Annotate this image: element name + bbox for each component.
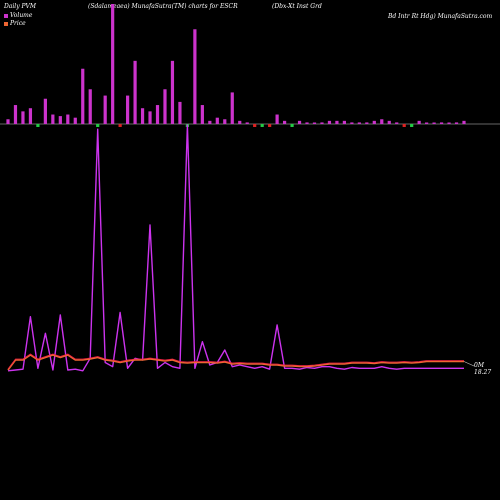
header-title-2: (Sdalameaea) MunafaSutra(TM) charts for …	[88, 3, 238, 10]
volume-bar	[425, 122, 429, 124]
volume-bar	[140, 108, 145, 124]
volume-bar	[417, 120, 421, 124]
legend-price: Price	[4, 20, 26, 27]
volume-bar	[260, 124, 264, 127]
end-marker-line	[463, 361, 475, 367]
volume-bar	[81, 68, 85, 124]
volume-bar	[73, 117, 77, 124]
price-line-secondary	[7, 353, 464, 370]
volume-bar	[96, 124, 100, 127]
price-line	[7, 354, 464, 371]
volume-bar	[312, 122, 317, 124]
legend-volume-label: Volume	[10, 12, 33, 19]
volume-bar	[6, 119, 10, 124]
volume-bar	[410, 124, 414, 127]
volume-bar	[387, 120, 391, 124]
volume-bar	[58, 116, 62, 124]
volume-bar	[268, 124, 272, 127]
volume-bar	[447, 122, 451, 124]
volume-bar	[372, 120, 376, 124]
volume-bar	[36, 124, 40, 127]
volume-bar	[432, 122, 436, 124]
header-title-3: (Dbx-Xt Inst Grd	[272, 3, 322, 10]
header-title-4: Bd Intr Rt Hdg) MunafaSutra.com	[388, 13, 493, 20]
volume-bar	[21, 111, 25, 124]
volume-bar	[253, 124, 257, 127]
pvm-line	[7, 124, 464, 372]
volume-bar	[350, 122, 354, 124]
volume-bar	[223, 119, 227, 124]
end-label-price: 18.27	[474, 369, 492, 376]
legend-volume: Volume	[4, 12, 32, 19]
volume-bar	[238, 120, 242, 124]
volume-bar	[51, 114, 55, 124]
volume-bar	[282, 120, 287, 124]
end-label-volume: 0M	[474, 362, 484, 369]
volume-bar	[230, 92, 234, 124]
volume-bar	[28, 108, 33, 124]
volume-bar	[290, 124, 294, 127]
volume-bar	[305, 122, 309, 124]
volume-bar	[297, 120, 302, 124]
volume-bar	[439, 122, 444, 124]
volume-bar	[118, 124, 122, 127]
volume-bar	[380, 119, 384, 124]
volume-bar	[365, 122, 369, 124]
volume-bar	[454, 122, 459, 124]
volume-bar	[342, 120, 346, 124]
volume-bar	[103, 95, 107, 124]
header-title-1: Daily PVM	[4, 3, 37, 10]
volume-bar	[245, 122, 249, 124]
volume-bar	[111, 4, 115, 124]
volume-bar	[148, 111, 152, 124]
volume-bar	[126, 95, 130, 124]
volume-bar	[193, 29, 197, 125]
volume-bar	[335, 120, 339, 124]
volume-bar	[462, 120, 466, 124]
volume-bar	[163, 89, 167, 124]
volume-bar	[88, 89, 92, 124]
volume-bar	[395, 122, 399, 124]
volume-bar	[402, 124, 406, 127]
volume-bar	[215, 117, 219, 124]
volume-bar	[208, 120, 212, 124]
volume-bar	[43, 98, 47, 124]
volume-bar	[357, 122, 361, 124]
volume-bar	[170, 60, 175, 124]
legend-price-swatch	[4, 21, 8, 26]
volume-bar	[13, 105, 18, 124]
volume-bar	[275, 114, 279, 124]
volume-bar	[133, 60, 137, 124]
volume-bar	[66, 114, 70, 124]
volume-bar	[178, 101, 182, 124]
legend-volume-swatch	[4, 13, 8, 18]
price-lines	[7, 124, 475, 372]
volume-bar	[155, 105, 160, 124]
legend-price-label: Price	[10, 20, 26, 27]
volume-bar	[320, 122, 324, 124]
volume-bar	[327, 120, 332, 124]
volume-bars	[6, 4, 466, 127]
volume-bar	[200, 105, 204, 124]
